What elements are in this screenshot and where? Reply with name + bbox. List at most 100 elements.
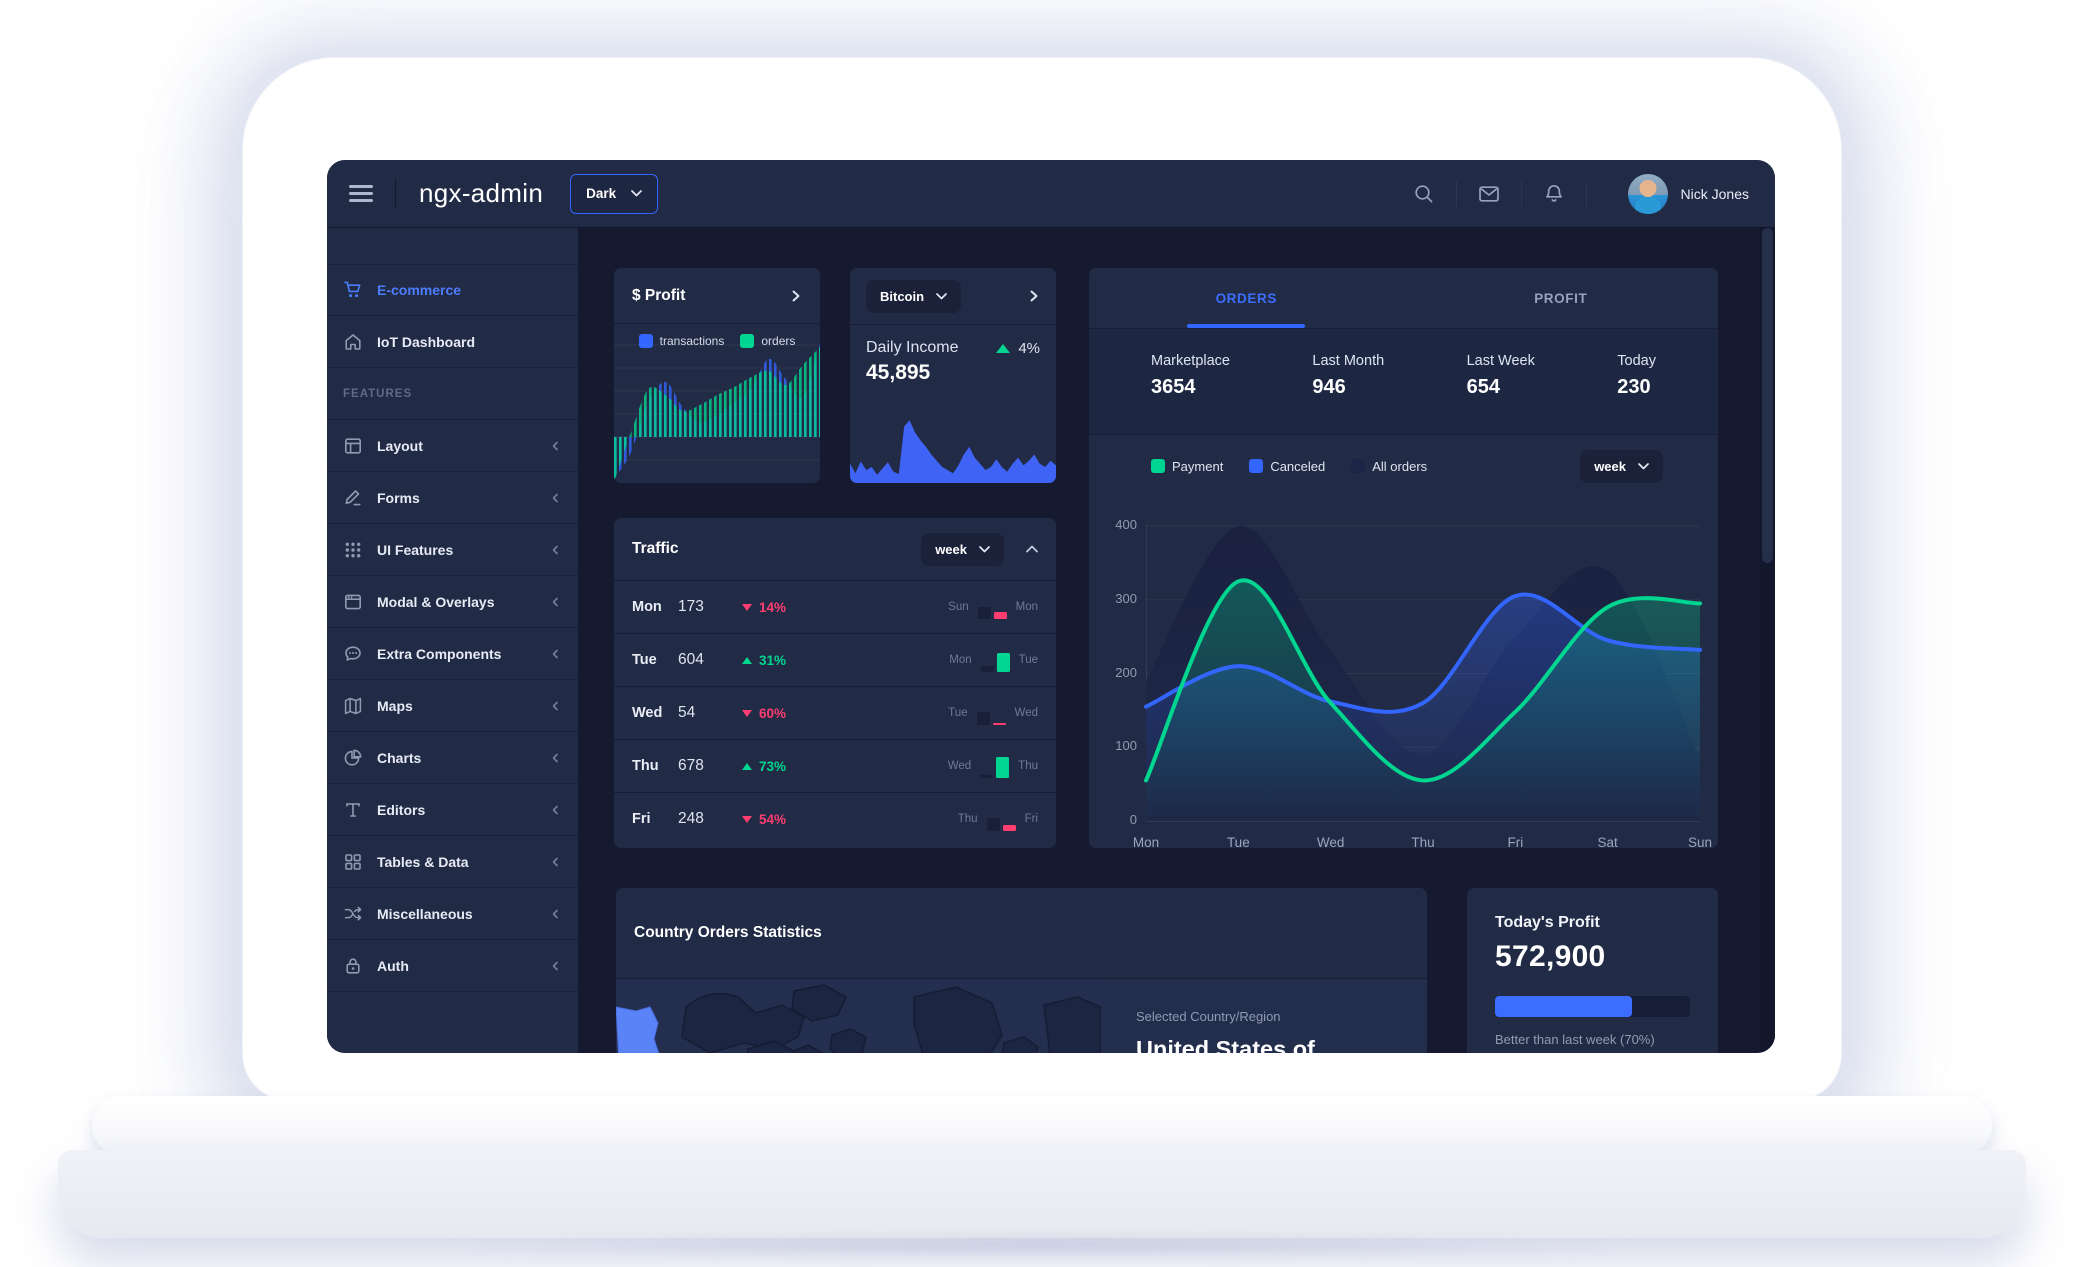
brand-logo[interactable]: ngx-admin xyxy=(419,178,544,208)
prev-bar xyxy=(986,818,1000,831)
sidebar-item-ui-features[interactable]: UI Features xyxy=(327,524,578,576)
traffic-mini-compare: Sun Mon xyxy=(948,595,1038,619)
theme-select-value: Dark xyxy=(586,186,617,201)
edit-icon xyxy=(343,488,363,508)
tab-orders[interactable]: ORDERS xyxy=(1089,268,1404,328)
delta-value: 4% xyxy=(1018,339,1040,357)
x-tick-label: Wed xyxy=(1316,835,1345,848)
prev-day-label: Tue xyxy=(948,707,968,719)
period-select[interactable]: week xyxy=(1580,449,1663,483)
sidebar-item-editors[interactable]: Editors xyxy=(327,784,578,836)
world-map[interactable] xyxy=(616,979,1106,1053)
sidebar-item-extra-components[interactable]: Extra Components xyxy=(327,628,578,680)
chevron-left-icon xyxy=(548,491,562,505)
legend-item-all-orders[interactable]: All orders xyxy=(1351,459,1427,474)
traffic-row-tue: Tue 604 31% Mon Tue xyxy=(614,633,1056,686)
traffic-day: Fri xyxy=(632,811,651,827)
legend-label: transactions xyxy=(659,334,725,348)
collapse-icon[interactable] xyxy=(1026,545,1038,553)
chevron-left-icon xyxy=(548,855,562,869)
prev-bar xyxy=(977,607,991,619)
x-tick-label: Sat xyxy=(1597,835,1618,848)
icon-divider xyxy=(1520,180,1522,207)
header-divider xyxy=(395,178,396,209)
sidebar-item-label: Modal & Overlays xyxy=(377,593,495,610)
bitcoin-sparkline xyxy=(850,420,1056,483)
legend-item-payment[interactable]: Payment xyxy=(1151,459,1223,474)
sidebar-item-label: Auth xyxy=(377,957,409,974)
avatar[interactable] xyxy=(1627,173,1668,214)
legend-label: Payment xyxy=(1172,458,1224,474)
stat-label: Last Month xyxy=(1312,353,1385,369)
sidebar-item-charts[interactable]: Charts xyxy=(327,732,578,784)
traffic-change-value: 60% xyxy=(759,705,787,721)
traffic-period-select[interactable]: week xyxy=(921,532,1004,566)
traffic-mini-compare: Wed Thu xyxy=(948,754,1038,778)
sidebar-item-auth[interactable]: Auth xyxy=(327,940,578,992)
traffic-day: Thu xyxy=(632,758,659,774)
sidebar-item-modal-overlays[interactable]: Modal & Overlays xyxy=(327,576,578,628)
traffic-mini-compare: Thu Fri xyxy=(958,807,1038,831)
country-card-title: Country Orders Statistics xyxy=(634,924,822,941)
theme-select[interactable]: Dark xyxy=(570,173,659,214)
chevron-right-icon[interactable] xyxy=(1028,290,1040,302)
x-tick-label: Sun xyxy=(1687,835,1713,848)
menu-toggle-icon[interactable] xyxy=(349,185,373,202)
chevron-left-icon xyxy=(548,751,562,765)
email-icon[interactable] xyxy=(1478,183,1500,205)
header-bar: ngx-admin Dark Nick Jones xyxy=(327,160,1775,228)
sidebar-section-label: FEATURES xyxy=(327,368,578,420)
message-icon xyxy=(343,644,363,664)
sidebar-menu: E-commerce IoT Dashboard FEATURES Layout For… xyxy=(327,228,578,1053)
prev-bar xyxy=(980,775,994,778)
search-icon[interactable] xyxy=(1413,183,1435,205)
profit-card-title: $ Profit xyxy=(632,286,686,304)
legend-item-canceled[interactable]: Canceled xyxy=(1249,459,1325,474)
sidebar-item-e-commerce[interactable]: E-commerce xyxy=(327,264,578,316)
orders-plot xyxy=(1144,525,1702,822)
stat-value: 654 xyxy=(1466,376,1500,398)
traffic-value: 678 xyxy=(678,757,704,774)
notifications-icon[interactable] xyxy=(1543,183,1565,205)
traffic-day: Wed xyxy=(632,705,663,721)
sidebar-item-maps[interactable]: Maps xyxy=(327,680,578,732)
sidebar-item-label: Extra Components xyxy=(377,645,502,662)
lock-icon xyxy=(343,956,363,976)
sidebar-item-tables-data[interactable]: Tables & Data xyxy=(327,836,578,888)
sidebar-item-label: IoT Dashboard xyxy=(377,333,476,350)
sidebar-item-layout[interactable]: Layout xyxy=(327,420,578,472)
tab-profit[interactable]: PROFIT xyxy=(1534,290,1588,306)
orders-chart: 400 300 200 100 0 Mon Tue Wed Thu Fri Sat Sun xyxy=(1089,496,1718,848)
mini-bars xyxy=(980,648,1010,672)
traffic-period-value: week xyxy=(935,541,967,557)
scrollbar-thumb[interactable] xyxy=(1762,228,1773,563)
sidebar-item-miscellaneous[interactable]: Miscellaneous xyxy=(327,888,578,940)
chevron-left-icon xyxy=(548,647,562,661)
profit-card-header: $ Profit xyxy=(614,268,820,324)
chevron-right-icon[interactable] xyxy=(790,290,802,302)
traffic-day: Tue xyxy=(632,652,657,668)
chevron-down-icon xyxy=(1638,462,1649,469)
sidebar-item-label: Editors xyxy=(377,801,426,818)
sidebar-item-iot-dashboard[interactable]: IoT Dashboard xyxy=(327,316,578,368)
user-name[interactable]: Nick Jones xyxy=(1680,185,1749,202)
prev-bar xyxy=(976,712,990,725)
daily-income-label: Daily Income xyxy=(866,339,959,356)
traffic-change: 60% xyxy=(742,706,830,721)
x-tick-label: Fri xyxy=(1507,835,1524,848)
stat-label: Marketplace xyxy=(1151,353,1230,369)
sidebar-item-forms[interactable]: Forms xyxy=(327,472,578,524)
y-tick-label: 200 xyxy=(1115,664,1137,680)
map-icon xyxy=(343,696,363,716)
transactions-swatch xyxy=(638,334,653,348)
currency-select[interactable]: Bitcoin xyxy=(866,279,962,313)
current-bar xyxy=(1002,825,1016,831)
mini-bars xyxy=(977,595,1007,619)
layout-icon xyxy=(343,436,363,456)
legend-swatch xyxy=(1249,459,1264,473)
bitcoin-card: Bitcoin Daily Income 4% xyxy=(850,268,1056,483)
traffic-card: Traffic week Mon 173 14% Sun Mon Tue 604 31% Mon… xyxy=(614,518,1056,848)
bitcoin-card-header: Bitcoin xyxy=(850,268,1056,325)
current-day-label: Tue xyxy=(1018,654,1038,666)
legend-swatch xyxy=(1351,459,1366,473)
